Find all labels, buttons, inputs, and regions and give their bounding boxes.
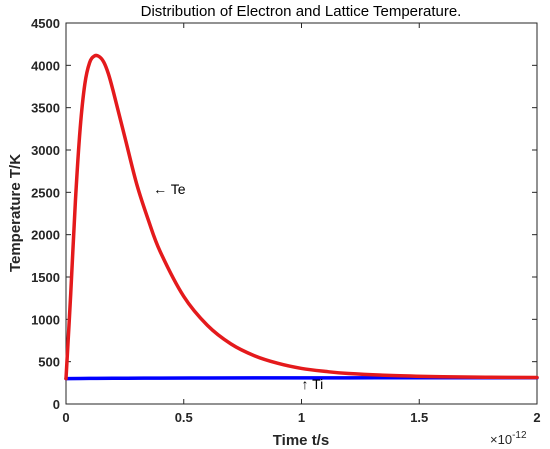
y-tick-label: 1500 xyxy=(31,270,60,285)
x-axis-exponent-power: -12 xyxy=(512,430,527,441)
annotation-label: ← Te xyxy=(153,181,186,197)
y-axis-title: Temperature T/K xyxy=(7,154,24,272)
x-axis-exponent: ×10-12 xyxy=(490,430,527,447)
x-tick-label: 2 xyxy=(533,410,540,425)
x-axis-exponent-base: ×10 xyxy=(490,432,512,447)
y-tick-label: 1000 xyxy=(31,312,60,327)
y-axis: 0 500 1000 1500 2000 2500 3000 3500 4000 4500 xyxy=(31,16,537,412)
x-tick-label: 1 xyxy=(298,410,305,425)
x-tick-label: 1.5 xyxy=(410,410,428,425)
x-tick-label: 0 xyxy=(62,410,69,425)
x-tick-label: 0.5 xyxy=(175,410,193,425)
plot-frame xyxy=(65,22,538,405)
y-tick-label: 500 xyxy=(38,355,60,370)
y-tick-label: 3500 xyxy=(31,101,60,116)
y-tick-label: 4500 xyxy=(31,16,60,31)
annotations: ← Te ↑ Ti xyxy=(153,181,323,392)
x-axis: 0 0.5 1 1.5 2 xyxy=(62,23,541,425)
y-tick-label: 4000 xyxy=(31,58,60,73)
series-line-te xyxy=(64,53,539,381)
x-axis-title: Time t/s xyxy=(273,432,329,449)
y-tick-label: 2500 xyxy=(31,185,60,200)
series-layer xyxy=(64,53,539,381)
y-tick-label: 2000 xyxy=(31,228,60,243)
y-tick-label: 3000 xyxy=(31,143,60,158)
chart-title: Distribution of Electron and Lattice Tem… xyxy=(141,3,462,20)
y-tick-label: 0 xyxy=(53,397,60,412)
annotation-label: ↑ Ti xyxy=(302,376,324,392)
